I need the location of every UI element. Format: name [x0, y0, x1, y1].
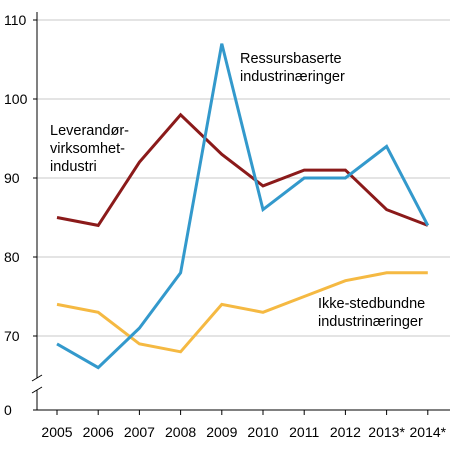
series-line-1	[56, 43, 430, 370]
series-label-0: virksomhet-	[50, 141, 125, 157]
axis-break-mark	[31, 374, 43, 382]
x-tick-label: 2009	[206, 424, 237, 440]
x-tick-label: 2011	[289, 424, 319, 440]
y-tick-label: 0	[4, 402, 12, 418]
x-tick-labels: 2005 2006 2007 2008 2009 2010 2011 2012 2013* 201…	[41, 424, 446, 440]
x-tick-label: 2014*	[410, 424, 447, 440]
x-tick-label: 2005	[41, 424, 72, 440]
series-label-0: Leverandør-	[50, 123, 129, 139]
series-label-2: Ikke-stedbundne	[318, 296, 425, 312]
series-line-0	[56, 112, 429, 228]
series-label-1: industrinæringer	[240, 69, 345, 85]
x-tick-label: 2010	[247, 424, 278, 440]
series-labels: Leverandør-virksomhet-industri Ressursbas…	[50, 51, 425, 330]
series-lines	[56, 43, 430, 370]
x-tick-label: 2008	[165, 424, 196, 440]
axes	[31, 12, 450, 415]
series-label-0: industri	[50, 159, 97, 175]
axis-break-mark	[31, 386, 43, 394]
y-tick-labels: 0 70 80 90 100 110	[4, 12, 28, 418]
x-tick-label: 2007	[124, 424, 155, 440]
y-tick-label: 80	[4, 249, 20, 265]
series-label-2: industrinæringer	[318, 314, 423, 330]
x-tick-label: 2006	[83, 424, 114, 440]
x-tick-label: 2013*	[368, 424, 405, 440]
y-tick-label: 100	[4, 91, 28, 107]
x-tick-label: 2012	[330, 424, 361, 440]
y-tick-label: 70	[4, 328, 20, 344]
y-tick-label: 90	[4, 170, 20, 186]
series-line-2	[56, 271, 428, 354]
series-label-1: Ressursbaserte	[240, 51, 342, 67]
y-tick-label: 110	[4, 12, 27, 28]
